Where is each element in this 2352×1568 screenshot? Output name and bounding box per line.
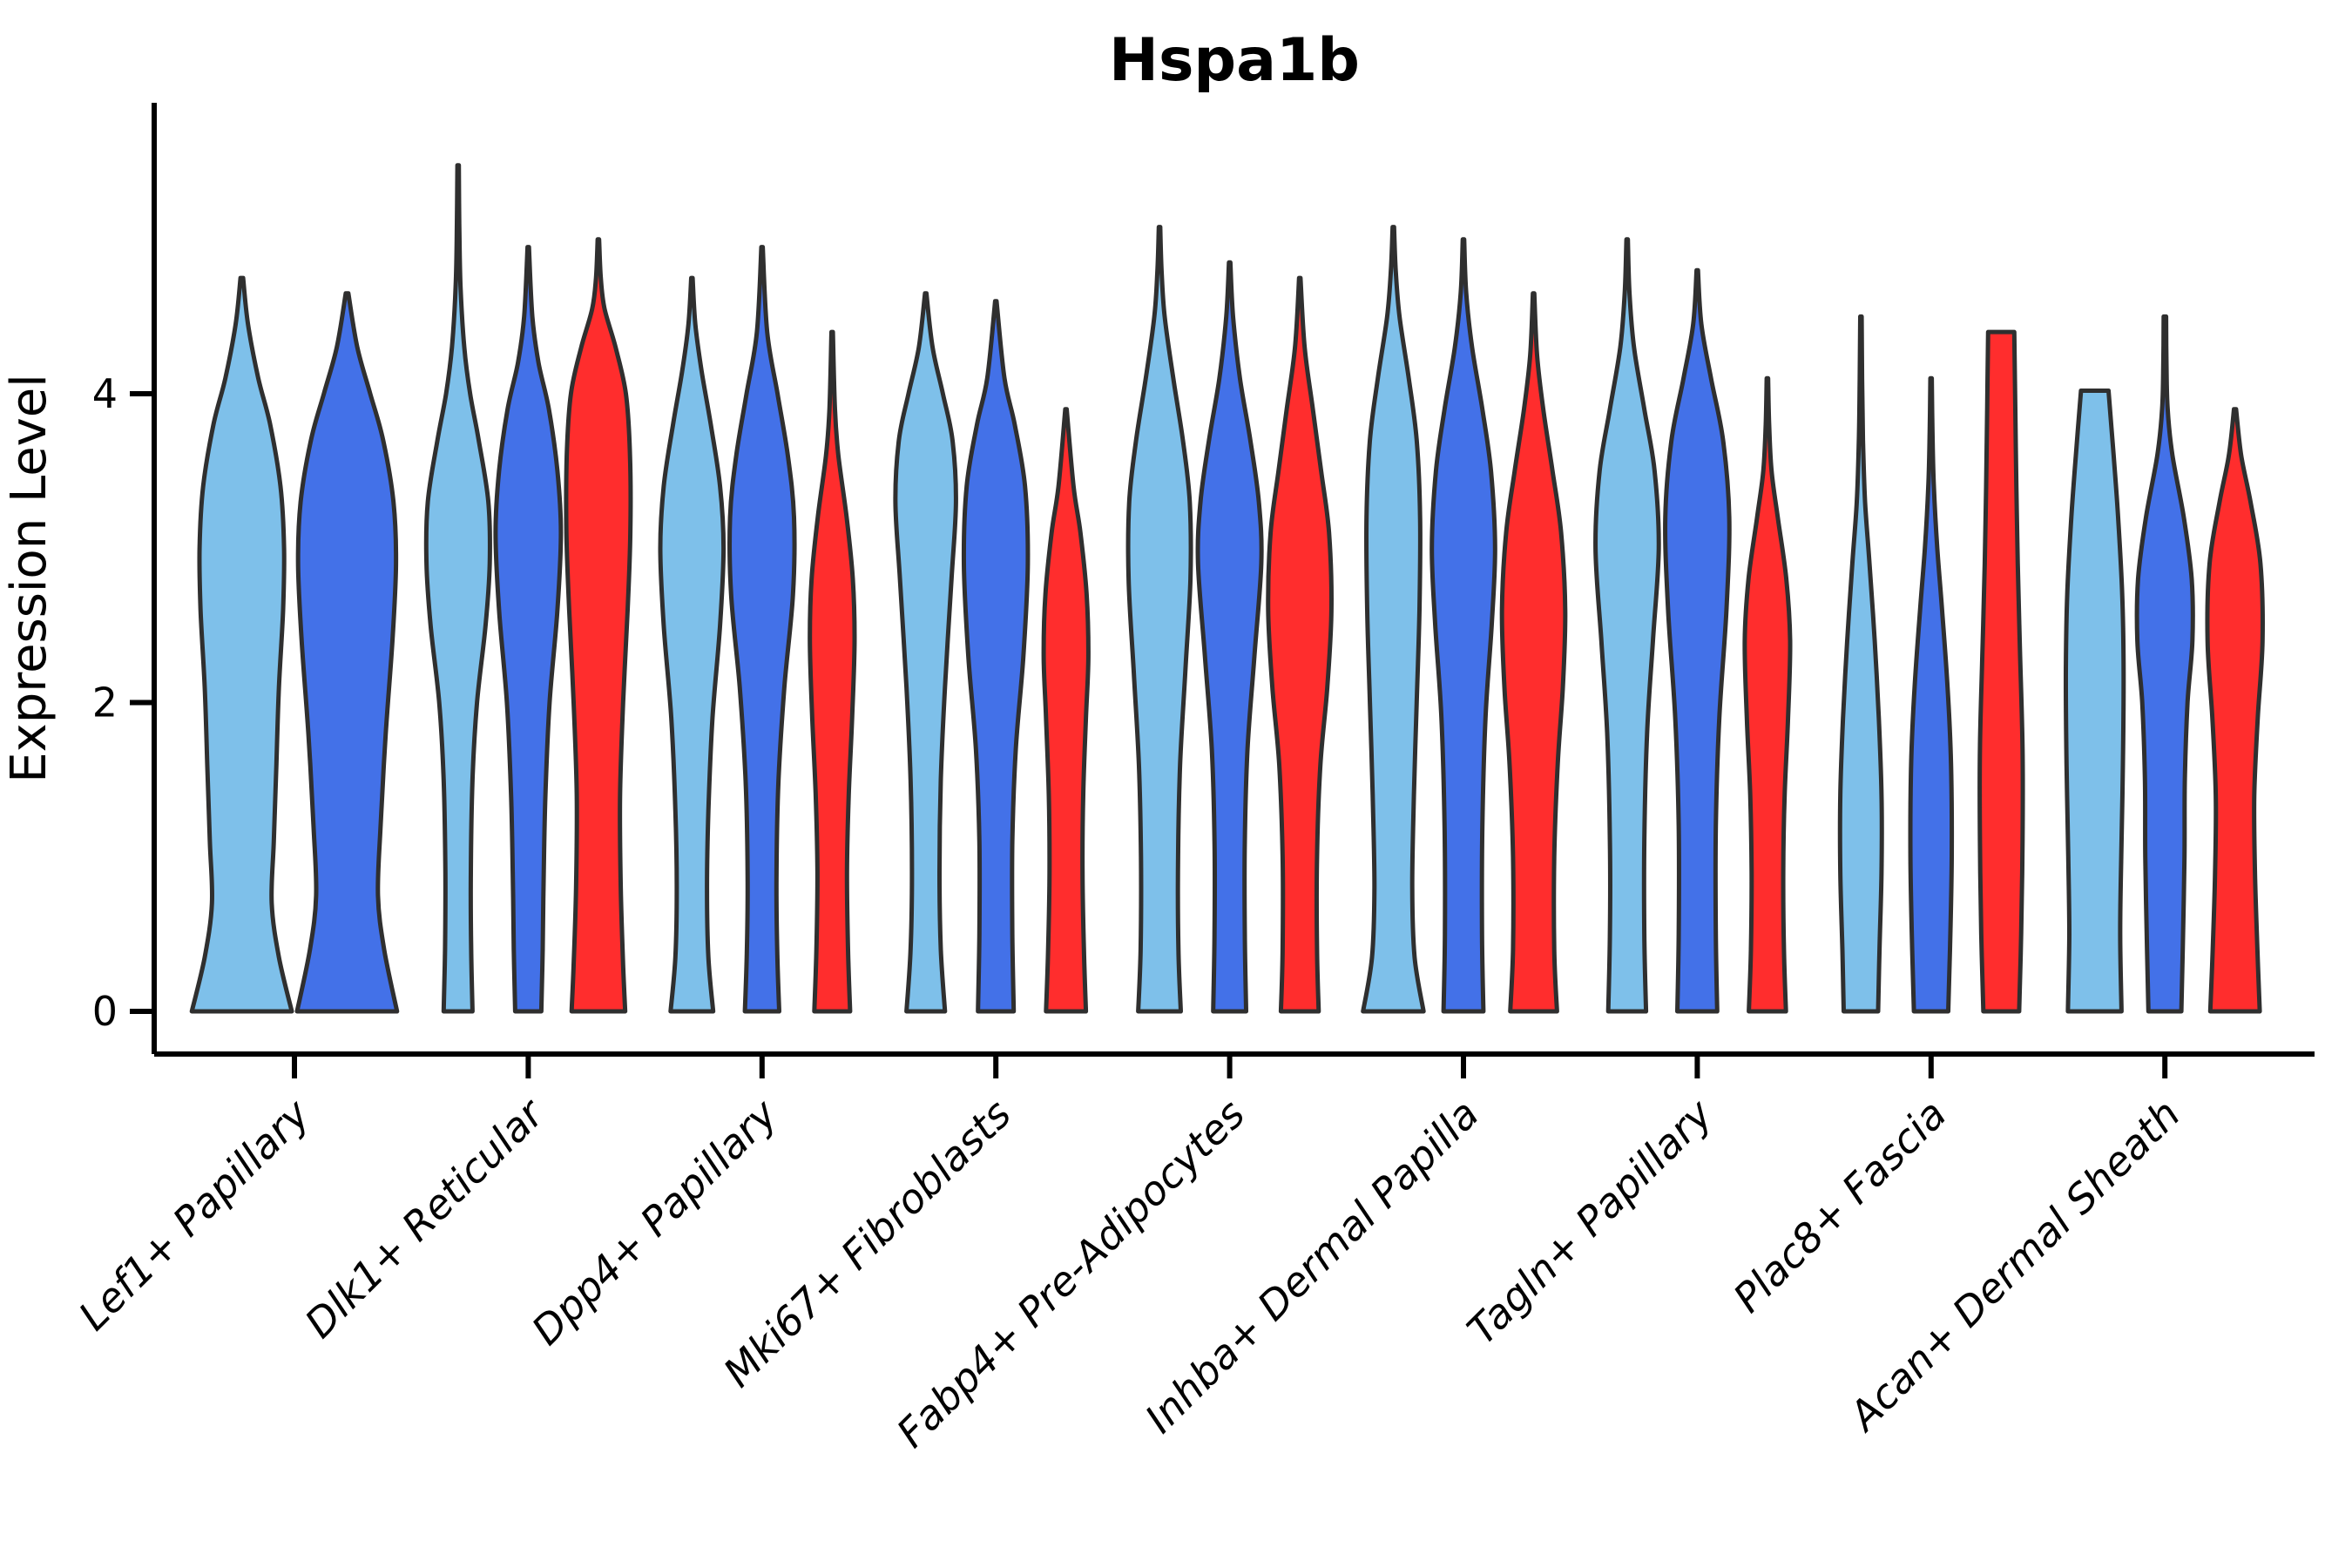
violin-dpp4-papillary-s1 xyxy=(658,275,727,1014)
violin-acan-dermal-sheath-s1 xyxy=(2063,389,2126,1014)
y-tick-label: 4 xyxy=(92,370,118,417)
violin-tagln-papillary-s1 xyxy=(1593,237,1661,1014)
violin-inhba-dermal-papilla-s2 xyxy=(1429,237,1497,1014)
x-tick-label: Lef1+ Papillary xyxy=(70,1090,319,1339)
violin-tagln-papillary-s2 xyxy=(1663,267,1732,1014)
violin-dpp4-papillary-s3 xyxy=(808,329,857,1014)
axes xyxy=(130,103,2315,1078)
violin-fabp4-pre-adipocytes-s3 xyxy=(1266,275,1334,1014)
violin-plac8-fascia-s2 xyxy=(1908,375,1955,1014)
chart-title: Hspa1b xyxy=(1109,26,1360,95)
y-tick-label: 0 xyxy=(92,988,118,1035)
violin-fabp4-pre-adipocytes-s1 xyxy=(1125,225,1193,1014)
x-tick-label: Dlk1+ Reticular xyxy=(296,1088,555,1347)
violin-dlk1-reticular-s2 xyxy=(493,245,564,1014)
violin-plac8-fascia-s1 xyxy=(1837,314,1884,1014)
violin-mki67-fibroblasts-s3 xyxy=(1041,407,1091,1014)
violin-inhba-dermal-papilla-s3 xyxy=(1499,291,1568,1014)
x-tick-label: Plac8+ Fascia xyxy=(1724,1091,1955,1321)
violin-tagln-papillary-s3 xyxy=(1742,375,1793,1014)
violin-inhba-dermal-papilla-s1 xyxy=(1361,225,1426,1014)
violin-acan-dermal-sheath-s3 xyxy=(2205,407,2265,1014)
violin-lef1-papillary-s2 xyxy=(294,291,400,1014)
violin-plac8-fascia-s3 xyxy=(1977,329,2025,1014)
violin-dpp4-papillary-s2 xyxy=(727,245,797,1014)
y-axis-label: Expression Level xyxy=(1,374,57,783)
x-tick-label: Tagln+ Papillary xyxy=(1458,1090,1722,1354)
violin-mki67-fibroblasts-s2 xyxy=(961,299,1031,1014)
violin-dlk1-reticular-s3 xyxy=(564,237,633,1014)
x-tick-label: Dpp4+ Papillary xyxy=(523,1090,787,1354)
y-tick-label: 2 xyxy=(92,679,118,727)
violin-acan-dermal-sheath-s2 xyxy=(2134,314,2195,1014)
violins xyxy=(189,163,2265,1014)
violin-dlk1-reticular-s1 xyxy=(423,163,492,1014)
violin-lef1-papillary-s1 xyxy=(189,275,294,1014)
violin-mki67-fibroblasts-s1 xyxy=(893,291,958,1014)
violin-fabp4-pre-adipocytes-s2 xyxy=(1195,260,1264,1014)
